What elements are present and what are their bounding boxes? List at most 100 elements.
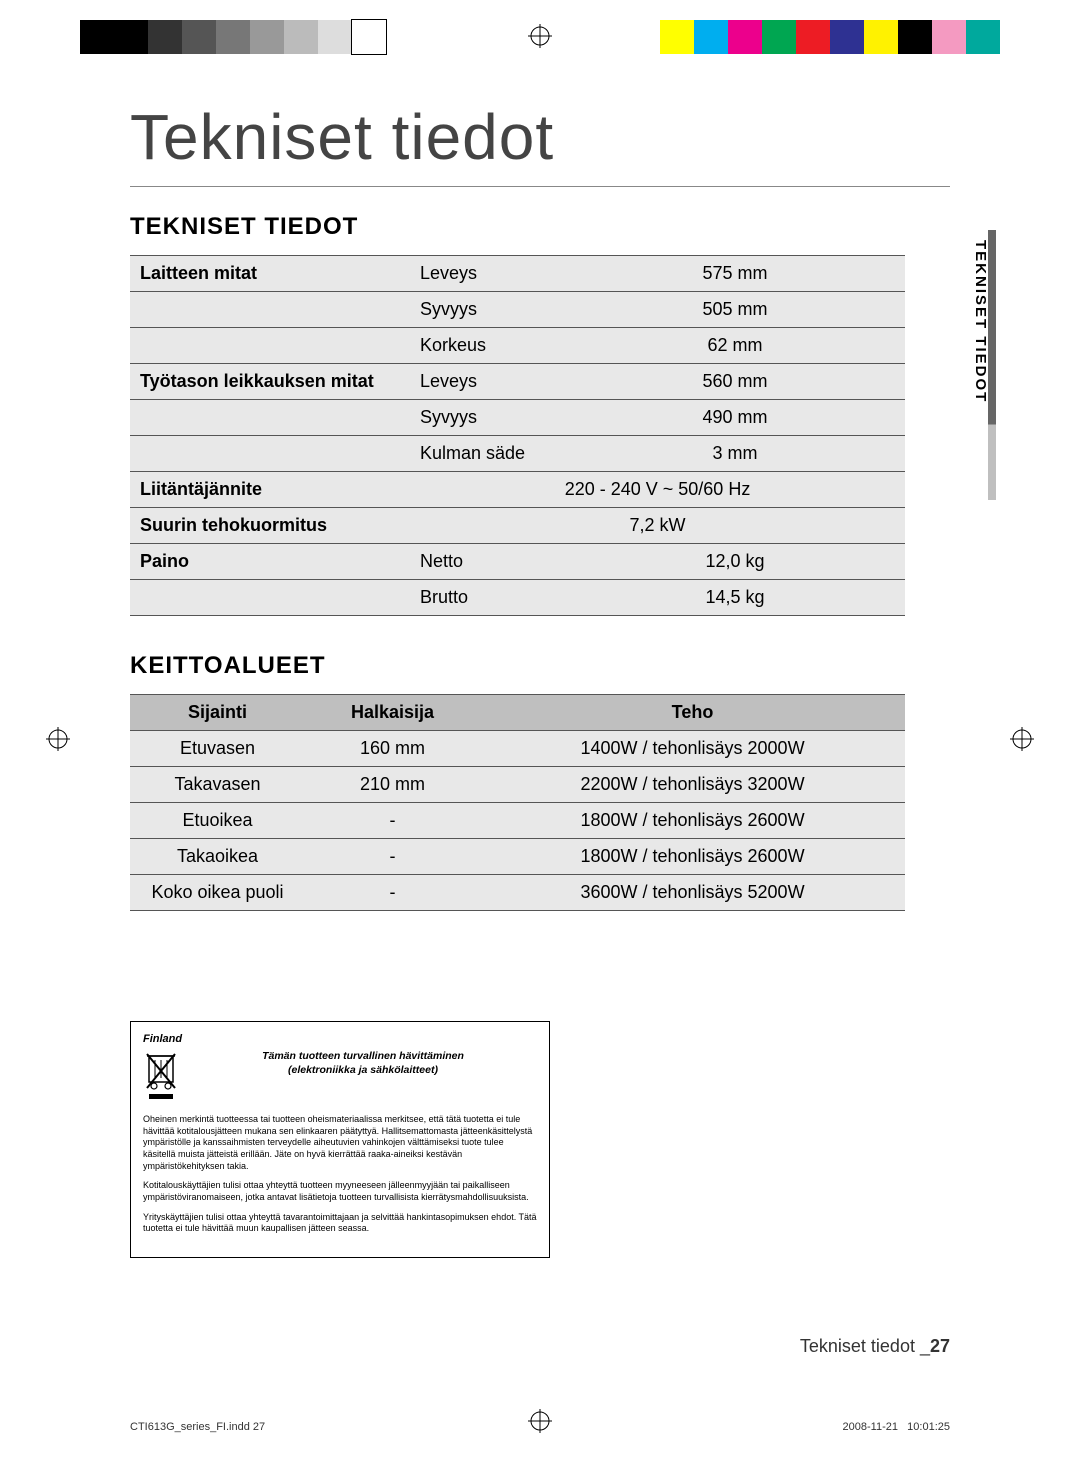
spec-value: 14,5 kg bbox=[565, 580, 905, 616]
spec-group bbox=[130, 436, 410, 472]
table-row: Etuvasen160 mm1400W / tehonlisäys 2000W bbox=[130, 731, 905, 767]
disposal-subtitle: (elektroniikka ja sähkölaitteet) bbox=[189, 1064, 537, 1078]
cell: Takaoikea bbox=[130, 839, 305, 875]
color-swatch bbox=[796, 20, 830, 54]
table-row: Takavasen210 mm2200W / tehonlisäys 3200W bbox=[130, 767, 905, 803]
cell: 1800W / tehonlisäys 2600W bbox=[480, 803, 905, 839]
table-row: Suurin tehokuormitus7,2 kW bbox=[130, 508, 905, 544]
footer-time: 10:01:25 bbox=[907, 1421, 950, 1433]
footer-filename: CTI613G_series_FI.indd 27 bbox=[130, 1421, 265, 1433]
gray-swatch bbox=[250, 20, 284, 54]
cell: 210 mm bbox=[305, 767, 480, 803]
column-header: Halkaisija bbox=[305, 695, 480, 731]
spec-group: Paino bbox=[130, 544, 410, 580]
cell: - bbox=[305, 839, 480, 875]
disposal-title: Tämän tuotteen turvallinen hävittäminen bbox=[189, 1050, 537, 1064]
color-swatch bbox=[898, 20, 932, 54]
table-row: Etuoikea-1800W / tehonlisäys 2600W bbox=[130, 803, 905, 839]
gray-swatch bbox=[216, 20, 250, 54]
spec-value: 62 mm bbox=[565, 328, 905, 364]
table-row: Koko oikea puoli-3600W / tehonlisäys 520… bbox=[130, 875, 905, 911]
cell: 160 mm bbox=[305, 731, 480, 767]
specs-heading: TEKNISET TIEDOT bbox=[130, 213, 950, 241]
spec-group: Laitteen mitat bbox=[130, 256, 410, 292]
footer-date: 2008-11-21 bbox=[843, 1421, 898, 1433]
spec-label: Syvyys bbox=[410, 400, 565, 436]
table-row: Kulman säde3 mm bbox=[130, 436, 905, 472]
cell: 3600W / tehonlisäys 5200W bbox=[480, 875, 905, 911]
table-row: Laitteen mitatLeveys575 mm bbox=[130, 256, 905, 292]
zones-heading: KEITTOALUEET bbox=[130, 652, 950, 680]
gray-swatch bbox=[284, 20, 318, 54]
spec-group bbox=[130, 292, 410, 328]
footer-page-text: Tekniset tiedot _ bbox=[800, 1336, 930, 1356]
color-swatch bbox=[932, 20, 966, 54]
table-row: Liitäntäjännite220 - 240 V ~ 50/60 Hz bbox=[130, 472, 905, 508]
cell: Etuoikea bbox=[130, 803, 305, 839]
gray-swatch bbox=[182, 20, 216, 54]
spec-value: 220 - 240 V ~ 50/60 Hz bbox=[410, 472, 905, 508]
cell: 1400W / tehonlisäys 2000W bbox=[480, 731, 905, 767]
color-swatch bbox=[830, 20, 864, 54]
disposal-country: Finland bbox=[143, 1032, 537, 1046]
spec-label: Brutto bbox=[410, 580, 565, 616]
disposal-paragraph: Kotitalouskäyttäjien tulisi ottaa yhteyt… bbox=[143, 1180, 537, 1203]
table-row: Korkeus62 mm bbox=[130, 328, 905, 364]
table-row: Takaoikea-1800W / tehonlisäys 2600W bbox=[130, 839, 905, 875]
spec-label: Kulman säde bbox=[410, 436, 565, 472]
color-swatch bbox=[966, 20, 1000, 54]
spec-label: Leveys bbox=[410, 256, 565, 292]
gray-swatch bbox=[148, 20, 182, 54]
gray-swatch bbox=[318, 20, 352, 54]
gray-swatch bbox=[80, 20, 114, 54]
disposal-info-box: Finland Tämän tuotteen turvallinen häv bbox=[130, 1021, 550, 1258]
color-swatch bbox=[762, 20, 796, 54]
column-header: Teho bbox=[480, 695, 905, 731]
spec-value: 575 mm bbox=[565, 256, 905, 292]
gray-swatch bbox=[114, 20, 148, 54]
color-swatch bbox=[694, 20, 728, 54]
section-tab: TEKNISET TIEDOT bbox=[966, 230, 996, 510]
specs-table: Laitteen mitatLeveys575 mmSyvyys505 mmKo… bbox=[130, 255, 905, 616]
spec-value: 7,2 kW bbox=[410, 508, 905, 544]
cell: Etuvasen bbox=[130, 731, 305, 767]
disposal-paragraph: Yrityskäyttäjien tulisi ottaa yhteyttä t… bbox=[143, 1212, 537, 1235]
gray-swatch bbox=[352, 20, 386, 54]
zones-table: SijaintiHalkaisijaTeho Etuvasen160 mm140… bbox=[130, 694, 905, 911]
cell: Koko oikea puoli bbox=[130, 875, 305, 911]
spec-value: 560 mm bbox=[565, 364, 905, 400]
color-swatch bbox=[660, 20, 694, 54]
spec-label: Korkeus bbox=[410, 328, 565, 364]
section-tab-label: TEKNISET TIEDOT bbox=[972, 240, 989, 403]
spec-group bbox=[130, 580, 410, 616]
cell: - bbox=[305, 875, 480, 911]
registration-mark-icon bbox=[46, 727, 70, 751]
cell: 2200W / tehonlisäys 3200W bbox=[480, 767, 905, 803]
spec-group: Työtason leikkauksen mitat bbox=[130, 364, 410, 400]
footer-page-label: Tekniset tiedot _27 bbox=[800, 1336, 950, 1357]
spec-group bbox=[130, 400, 410, 436]
cell: 1800W / tehonlisäys 2600W bbox=[480, 839, 905, 875]
page-title: Tekniset tiedot bbox=[130, 100, 950, 187]
spec-group: Liitäntäjännite bbox=[130, 472, 410, 508]
column-header: Sijainti bbox=[130, 695, 305, 731]
weee-bin-icon bbox=[143, 1050, 179, 1104]
footer-page-number: 27 bbox=[930, 1336, 950, 1356]
color-swatch bbox=[864, 20, 898, 54]
spec-value: 3 mm bbox=[565, 436, 905, 472]
disposal-paragraph: Oheinen merkintä tuotteessa tai tuotteen… bbox=[143, 1114, 537, 1172]
table-row: Syvyys505 mm bbox=[130, 292, 905, 328]
table-row: Brutto14,5 kg bbox=[130, 580, 905, 616]
spec-value: 490 mm bbox=[565, 400, 905, 436]
spec-value: 505 mm bbox=[565, 292, 905, 328]
spec-value: 12,0 kg bbox=[565, 544, 905, 580]
spec-group: Suurin tehokuormitus bbox=[130, 508, 410, 544]
table-row: PainoNetto12,0 kg bbox=[130, 544, 905, 580]
cell: - bbox=[305, 803, 480, 839]
spec-label: Syvyys bbox=[410, 292, 565, 328]
spec-label: Netto bbox=[410, 544, 565, 580]
section-tab-bar bbox=[988, 230, 996, 500]
spec-group bbox=[130, 328, 410, 364]
registration-mark-icon bbox=[528, 24, 552, 48]
footer-meta: CTI613G_series_FI.indd 27 2008-11-21 10:… bbox=[130, 1421, 950, 1433]
